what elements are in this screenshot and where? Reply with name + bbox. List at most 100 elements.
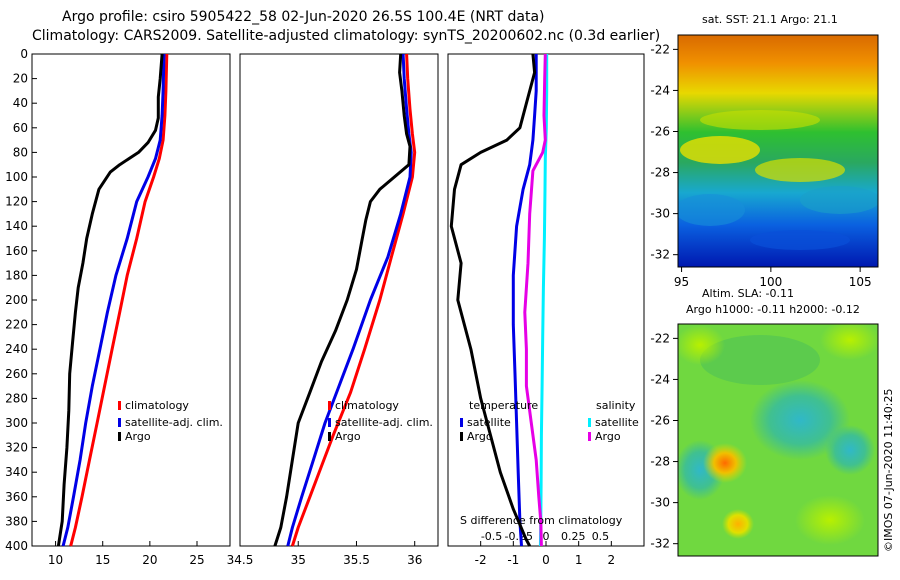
x-tick-label: 34.5	[227, 553, 254, 567]
lat-tick-label: -32	[650, 537, 670, 551]
temperature-panel-frame	[31, 53, 231, 547]
depth-tick-label: 180	[5, 268, 28, 282]
series-line-s-argo	[523, 53, 547, 547]
x-tick-label: 20	[142, 553, 157, 567]
legend-label-satellite: satellite-adj. clim.	[125, 416, 223, 429]
sst-map	[678, 35, 878, 267]
series-line-climatology	[290, 53, 417, 547]
sla-map	[678, 324, 878, 556]
legend-label-argo: Argo	[335, 430, 361, 443]
salinity-panel-frame	[239, 53, 439, 547]
x-tick-label: 10	[48, 553, 63, 567]
sst-lon-axis: 95 100 105	[674, 267, 872, 289]
legend-label-argo: Argo	[125, 430, 151, 443]
legend-swatch-argo	[118, 432, 121, 441]
lat-tick-label: -22	[650, 331, 670, 345]
series-line-argo	[273, 53, 412, 547]
salinity-x-axis: 34.5 35 35.5 36	[227, 541, 422, 567]
x-tick-label: 2	[608, 553, 616, 567]
s-diff-tick-label: 0	[543, 530, 550, 543]
lat-tick-label: -24	[650, 83, 670, 97]
sst-map-title: sat. SST: 21.1 Argo: 21.1	[702, 13, 838, 26]
legend-swatch-satellite	[118, 418, 121, 427]
x-tick-label: 15	[95, 553, 110, 567]
lon-tick-label: 100	[759, 275, 782, 289]
sla-map-title-2: Argo h1000: -0.11 h2000: -0.12	[686, 303, 860, 316]
depth-tick-label: 400	[5, 539, 28, 553]
depth-tick-label: 340	[5, 465, 28, 479]
x-tick-label: 36	[407, 553, 422, 567]
depth-axis: 0 20 40 60 80 100 120 140 160 180 200 220 240 260 280 3…	[5, 47, 37, 553]
depth-tick-label: 40	[13, 96, 28, 110]
depth-tick-label: 380	[5, 514, 28, 528]
difference-profiles	[449, 53, 549, 547]
legend-swatch-t-argo	[460, 432, 463, 441]
series-line-satellite-adj-clim-	[61, 53, 166, 547]
legend-swatch-satellite	[328, 418, 331, 427]
salinity-legend: climatology satellite-adj. clim. Argo	[328, 399, 433, 443]
temperature-legend: climatology satellite-adj. clim. Argo	[118, 399, 223, 443]
depth-tick-label: 300	[5, 416, 28, 430]
legend-title-salinity: salinity	[596, 399, 636, 412]
lon-tick-label: 105	[849, 275, 872, 289]
depth-tick-label: 280	[5, 391, 28, 405]
lat-tick-label: -26	[650, 124, 670, 138]
lat-tick-label: -30	[650, 496, 670, 510]
s-diff-tick-label: -0.5	[481, 530, 502, 543]
x-tick-label: 0	[542, 553, 550, 567]
series-line-climatology	[69, 53, 169, 547]
legend-label-climatology: climatology	[125, 399, 189, 412]
depth-tick-label: 100	[5, 170, 28, 184]
series-line-t-argo	[449, 53, 537, 547]
lat-tick-label: -26	[650, 413, 670, 427]
legend-label-t-satellite: satellite	[467, 416, 511, 429]
temperature-profiles	[56, 53, 169, 547]
difference-x-axis: -2 -1 0 1 2	[475, 541, 615, 567]
sla-map-frame	[677, 323, 879, 557]
title-line-2: Climatology: CARS2009. Satellite-adjuste…	[32, 28, 660, 44]
depth-tick-label: 240	[5, 342, 28, 356]
sla-map-title-1: Altim. SLA: -0.11	[702, 287, 794, 300]
x-tick-label: 1	[575, 553, 583, 567]
lat-tick-label: -32	[650, 248, 670, 262]
salinity-difference-x-axis: -0.5 -0.25 0 0.25 0.5	[481, 530, 609, 543]
depth-tick-label: 80	[13, 145, 28, 159]
depth-tick-label: 60	[13, 121, 28, 135]
lat-tick-label: -28	[650, 455, 670, 469]
legend-label-satellite: satellite-adj. clim.	[335, 416, 433, 429]
series-line-satellite-adj-clim-	[286, 53, 413, 547]
x-tick-label: 25	[189, 553, 204, 567]
lon-tick-label: 95	[674, 275, 689, 289]
depth-tick-label: 260	[5, 367, 28, 381]
x-tick-label: -2	[475, 553, 487, 567]
depth-tick-label: 200	[5, 293, 28, 307]
lat-tick-label: -22	[650, 42, 670, 56]
lat-tick-label: -28	[650, 166, 670, 180]
x-tick-label: 35.5	[343, 553, 370, 567]
depth-tick-label: 360	[5, 490, 28, 504]
s-diff-tick-label: -0.25	[505, 530, 533, 543]
s-diff-tick-label: 0.5	[592, 530, 610, 543]
series-line-argo	[56, 53, 164, 547]
lat-tick-label: -24	[650, 372, 670, 386]
depth-tick-label: 160	[5, 244, 28, 258]
depth-tick-label: 0	[20, 47, 28, 61]
x-tick-label: 35	[291, 553, 306, 567]
legend-swatch-s-satellite	[588, 418, 591, 427]
series-line-s-satellite	[538, 54, 549, 547]
legend-swatch-t-satellite	[460, 418, 463, 427]
depth-tick-label: 320	[5, 441, 28, 455]
salinity-profiles	[273, 53, 417, 547]
s-diff-tick-label: 0.25	[561, 530, 586, 543]
legend-label-s-satellite: satellite	[595, 416, 639, 429]
legend-label-s-argo: Argo	[595, 430, 621, 443]
series-line-t-satellite	[511, 54, 538, 547]
legend-label-t-argo: Argo	[467, 430, 493, 443]
legend-title-temperature: temperature	[469, 399, 538, 412]
temperature-x-axis: 10 15 20 25	[48, 541, 205, 567]
legend-swatch-climatology	[328, 401, 331, 410]
x-tick-label: -1	[507, 553, 519, 567]
depth-tick-label: 120	[5, 195, 28, 209]
credit-text: ©IMOS 07-Jun-2020 11:40:25	[882, 388, 895, 552]
